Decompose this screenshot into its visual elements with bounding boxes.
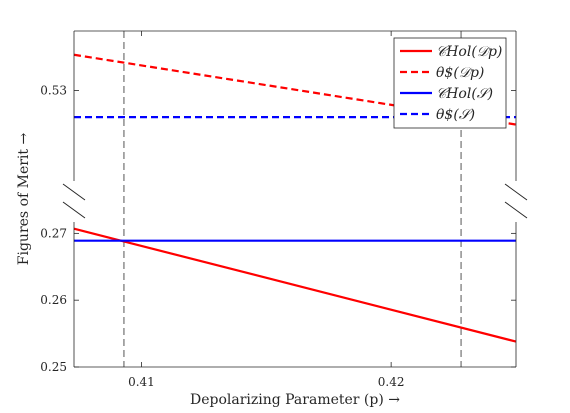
legend-label-2: θ$(𝒟p) [436,65,484,81]
x-tick-label-2: 0.42 [378,375,405,389]
x-axis-label: Depolarizing Parameter (p) → [190,392,400,408]
axis-break-mark-right-1 [504,183,528,201]
x-tick-label-1: 0.41 [128,375,155,389]
series-line-1 [73,227,517,343]
axis-break-mark-left-1 [62,183,86,201]
y-tick-label-s0-2: 0.26 [40,293,67,307]
axis-break-mark-right-2 [504,201,528,219]
y-tick-label-s1-1: 0.53 [40,83,67,97]
series-line-2 [73,53,517,126]
legend-label-3: 𝒞Hol(𝒮) [436,86,493,102]
legend-label-4: θ$(𝒮) [436,107,475,123]
legend-label-1: 𝒞Hol(𝒟p) [436,44,502,60]
axis-break-mark-left-2 [62,201,86,219]
y-tick-label-s0-3: 0.27 [40,226,67,240]
y-tick-label-s0-1: 0.25 [40,360,67,374]
y-axis-label: Figures of Merit → [16,133,32,266]
